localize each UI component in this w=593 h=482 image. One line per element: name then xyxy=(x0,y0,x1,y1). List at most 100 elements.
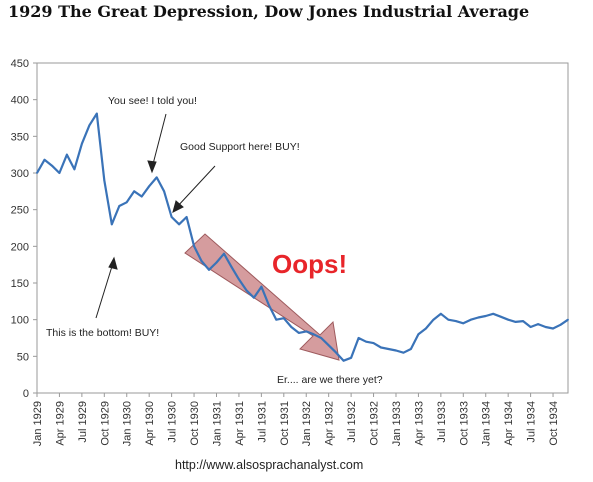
data-point xyxy=(484,315,487,317)
data-point xyxy=(492,312,495,315)
annotation-there-yet: Er.... are we there yet? xyxy=(277,374,383,386)
x-tick-label: Oct 1930 xyxy=(189,401,201,446)
x-tick-label: Apr 1929 xyxy=(54,401,66,446)
annotation-arrows xyxy=(95,113,216,319)
data-point xyxy=(88,124,91,127)
x-tick-label: Apr 1933 xyxy=(413,401,425,446)
y-tick-label: 250 xyxy=(11,205,29,217)
data-point xyxy=(312,333,315,336)
arrowhead-support xyxy=(172,200,184,213)
y-tick-label: 0 xyxy=(23,388,29,400)
data-point xyxy=(118,205,121,207)
data-point xyxy=(125,201,128,204)
data-point xyxy=(454,320,457,322)
data-point xyxy=(365,340,367,343)
y-tick-label: 350 xyxy=(11,131,29,143)
y-tick-label: 300 xyxy=(11,168,29,180)
data-point xyxy=(103,179,106,182)
data-point xyxy=(522,320,524,322)
y-tick-label: 450 xyxy=(11,58,29,70)
data-point xyxy=(282,317,285,320)
y-axis: 0 50 100 150 200 250 300 350 400 450 xyxy=(11,58,37,400)
data-point xyxy=(193,245,196,248)
data-point xyxy=(223,252,225,255)
data-point xyxy=(275,318,278,321)
data-point xyxy=(357,337,360,339)
data-point xyxy=(335,351,338,354)
annotation-support: Good Support here! BUY! xyxy=(180,141,300,153)
data-point xyxy=(425,327,427,330)
data-point xyxy=(499,315,502,318)
arrow-told-you xyxy=(151,113,167,169)
data-point xyxy=(200,260,203,262)
x-tick-label: Apr 1934 xyxy=(503,401,515,446)
data-point xyxy=(155,176,158,179)
data-point xyxy=(290,326,293,328)
data-point xyxy=(66,153,68,156)
annotation-bottom: This is the bottom! BUY! xyxy=(46,327,159,339)
data-point xyxy=(267,304,270,306)
x-tick-label: Apr 1930 xyxy=(144,401,156,446)
data-point xyxy=(342,359,345,362)
data-point xyxy=(178,223,181,226)
data-point xyxy=(297,332,300,334)
x-tick-label: Jul 1932 xyxy=(346,401,358,443)
series-line xyxy=(36,112,569,362)
data-point xyxy=(133,190,136,193)
x-tick-label: Apr 1932 xyxy=(324,401,336,446)
data-point xyxy=(432,318,435,321)
x-tick-label: Oct 1932 xyxy=(369,401,381,446)
data-point xyxy=(185,216,188,218)
source-url: http://www.alsosprachanalyst.com xyxy=(175,458,364,472)
data-point xyxy=(215,261,218,264)
y-tick-label: 100 xyxy=(11,315,29,327)
x-tick-label: Jan 1932 xyxy=(301,401,313,446)
data-point xyxy=(462,322,465,325)
data-point xyxy=(417,333,420,336)
data-point xyxy=(230,266,233,268)
data-point xyxy=(327,344,330,347)
x-tick-label: Jan 1930 xyxy=(122,401,134,446)
x-tick-label: Apr 1931 xyxy=(234,401,246,446)
data-point xyxy=(410,348,412,350)
data-point xyxy=(163,190,166,193)
data-point xyxy=(51,164,53,167)
annotation-oops: Oops! xyxy=(272,249,347,279)
data-point xyxy=(350,356,352,359)
x-tick-label: Jan 1929 xyxy=(32,401,44,446)
y-tick-label: 150 xyxy=(11,278,29,290)
data-point xyxy=(305,330,308,333)
arrow-bottom xyxy=(95,262,114,319)
x-tick-label: Jan 1933 xyxy=(391,401,403,446)
data-point xyxy=(43,158,46,161)
data-point xyxy=(544,326,547,328)
y-tick-label: 400 xyxy=(11,95,29,107)
plot-area xyxy=(36,62,569,394)
arrowhead-bottom xyxy=(108,256,118,270)
x-tick-label: Oct 1934 xyxy=(548,401,560,446)
x-tick-label: Jan 1931 xyxy=(211,401,223,446)
data-points xyxy=(36,112,569,362)
data-point xyxy=(36,172,38,174)
annotation-told-you: You see! I told you! xyxy=(108,95,197,107)
data-point xyxy=(552,327,554,330)
data-point xyxy=(208,268,210,271)
data-point xyxy=(402,351,405,354)
data-point xyxy=(567,318,569,321)
x-tick-label: Jul 1930 xyxy=(167,401,179,443)
data-point xyxy=(140,195,143,198)
arrow-support xyxy=(175,165,216,209)
y-tick-label: 50 xyxy=(17,351,29,363)
x-tick-label: Jul 1931 xyxy=(256,401,268,443)
x-tick-label: Jan 1934 xyxy=(481,401,493,446)
data-point xyxy=(507,318,510,321)
x-tick-label: Oct 1931 xyxy=(279,401,291,446)
data-point xyxy=(447,318,450,321)
data-point xyxy=(514,321,517,323)
data-point xyxy=(477,316,480,319)
x-tick-label: Jul 1933 xyxy=(436,401,448,443)
data-point xyxy=(81,142,83,145)
data-point xyxy=(245,289,248,292)
data-point xyxy=(440,312,442,315)
